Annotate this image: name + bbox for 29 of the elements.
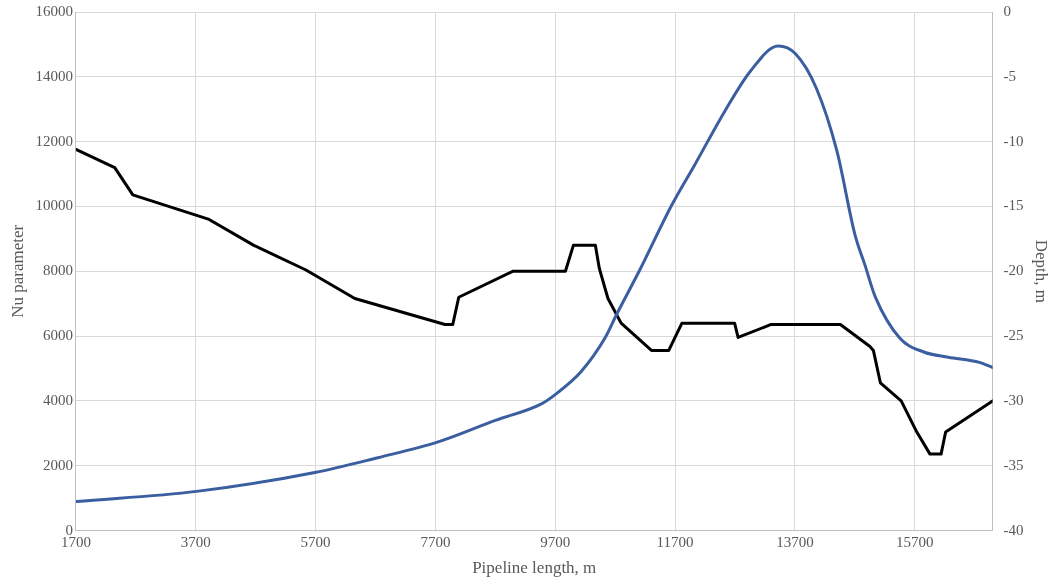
y-tick-label: 2000 <box>42 456 73 473</box>
y2-axis-title: Depth, m <box>1032 239 1052 303</box>
y-tick-label: 16000 <box>35 2 73 19</box>
x-tick-label: 11700 <box>656 533 694 550</box>
y-tick-label: 10000 <box>35 197 73 214</box>
x-tick-label: 9700 <box>540 533 571 550</box>
y2-tick-label: -40 <box>1003 521 1024 538</box>
y-axis-title: Nu parameter <box>7 224 27 318</box>
y2-tick-label: -20 <box>1003 262 1024 279</box>
y2-tick-label: -35 <box>1003 456 1024 473</box>
y2-tick-label: -5 <box>1003 67 1017 84</box>
y2-tick-label: -25 <box>1003 327 1024 344</box>
y2-tick-label: -15 <box>1003 197 1024 214</box>
y-tick-label: 4000 <box>42 391 73 408</box>
x-tick-label: 3700 <box>180 533 211 550</box>
y2-tick-label: -10 <box>1003 132 1024 149</box>
x-tick-label: 13700 <box>776 533 814 550</box>
x-tick-label: 7700 <box>420 533 451 550</box>
y2-tick-label: 0 <box>1003 2 1012 19</box>
line-series <box>75 44 993 503</box>
x-tick-label: 5700 <box>300 533 331 550</box>
x-axis-title: Pipeline length, m <box>472 558 597 578</box>
y-tick-label: 6000 <box>42 327 73 344</box>
y-tick-label: 0 <box>65 521 73 538</box>
y2-tick-label: -30 <box>1003 391 1024 408</box>
y-tick-label: 8000 <box>42 262 73 279</box>
y-tick-label: 12000 <box>35 132 73 149</box>
x-tick-label: 15700 <box>895 533 934 550</box>
y-tick-label: 14000 <box>35 67 73 84</box>
